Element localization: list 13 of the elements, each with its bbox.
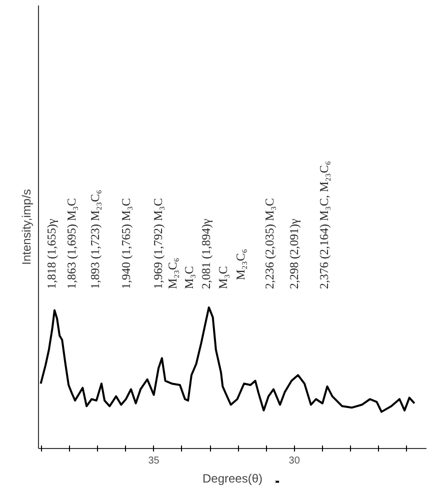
text: M₂₃C₆	[233, 248, 248, 280]
text: 1,940 (1,765) M₃C	[119, 198, 134, 290]
x-tick-label: 35	[148, 456, 160, 466]
x-tick-label: 30	[288, 456, 300, 466]
y-axis-title: Intensity,imp/s	[20, 189, 34, 265]
text: 1,863 (1,695) M₃C	[64, 198, 78, 290]
text: 1,818 (1,655)γ	[44, 218, 58, 290]
text: 2,298 (2,091)γ	[287, 218, 302, 290]
text: 1,893 (1,723) M₂₃C₆	[88, 190, 102, 290]
text: 1,969 (1,792) M₃C	[151, 198, 166, 290]
text: 2,236 (2,035) M₃C	[262, 198, 276, 290]
text: 2,376 (2,164) M₃C, M₂₃C₆	[317, 160, 332, 290]
text: M₂₃C₆ M₃C 2,081 (1,894)γ M₃C	[165, 218, 230, 290]
